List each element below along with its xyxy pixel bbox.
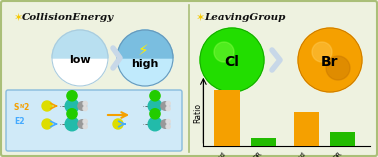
Circle shape [148, 99, 162, 113]
Circle shape [65, 117, 79, 131]
Circle shape [42, 119, 52, 129]
Text: ✶: ✶ [14, 13, 23, 23]
Bar [330, 132, 355, 146]
Text: CollisionEnergy: CollisionEnergy [22, 13, 114, 22]
Text: high: high [131, 59, 159, 69]
Text: 2: 2 [23, 103, 28, 112]
Circle shape [312, 42, 332, 62]
Wedge shape [117, 30, 173, 58]
Circle shape [83, 125, 87, 129]
Circle shape [65, 99, 79, 113]
Text: ✶: ✶ [196, 13, 205, 23]
Circle shape [78, 102, 87, 110]
Wedge shape [52, 30, 108, 58]
Circle shape [166, 125, 170, 129]
Text: LeavingGroup: LeavingGroup [204, 13, 285, 22]
Text: Br: Br [321, 55, 339, 69]
Circle shape [150, 109, 160, 119]
Circle shape [67, 109, 77, 119]
Circle shape [166, 106, 170, 111]
Circle shape [42, 101, 52, 111]
Circle shape [113, 119, 123, 129]
Circle shape [161, 102, 169, 110]
Bar [251, 138, 276, 146]
Text: ⚡: ⚡ [138, 43, 149, 57]
Circle shape [298, 28, 362, 92]
Circle shape [83, 119, 87, 124]
Circle shape [166, 119, 170, 124]
Y-axis label: Ratio: Ratio [193, 103, 202, 123]
Circle shape [214, 42, 234, 62]
Circle shape [326, 56, 350, 80]
Circle shape [148, 117, 162, 131]
Text: E2: E2 [14, 117, 25, 126]
Text: S: S [14, 103, 19, 112]
Text: N: N [20, 105, 24, 109]
Circle shape [78, 120, 87, 128]
Circle shape [67, 91, 77, 101]
Circle shape [200, 28, 264, 92]
Circle shape [166, 101, 170, 106]
Text: Cl: Cl [225, 55, 239, 69]
FancyBboxPatch shape [6, 90, 182, 151]
Wedge shape [52, 58, 108, 86]
Bar [214, 90, 240, 146]
Circle shape [161, 120, 169, 128]
Wedge shape [117, 58, 173, 86]
Text: low: low [69, 55, 91, 65]
Circle shape [150, 91, 160, 101]
Bar [294, 112, 319, 146]
Circle shape [83, 106, 87, 111]
Circle shape [83, 101, 87, 106]
